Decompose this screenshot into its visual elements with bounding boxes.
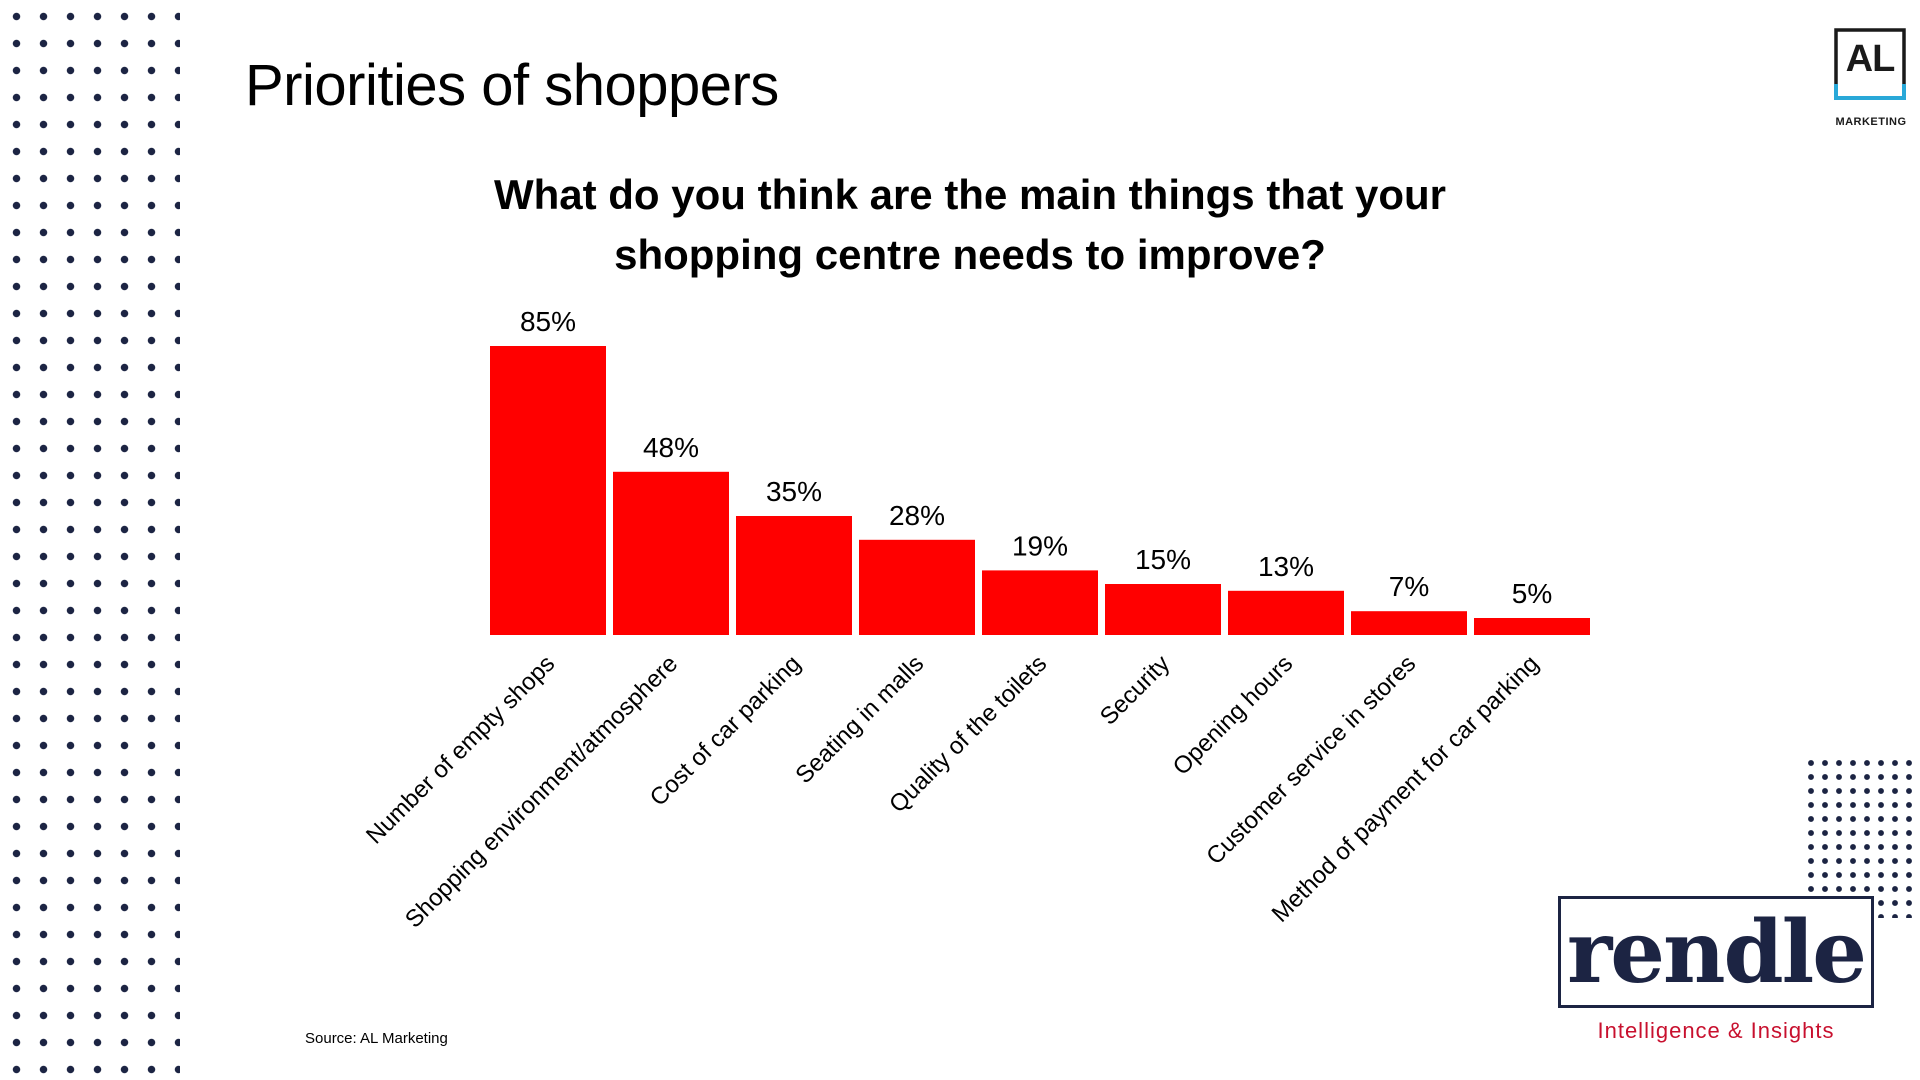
- bar-7: [1351, 611, 1467, 635]
- value-label-1: 48%: [643, 432, 699, 463]
- value-label-3: 28%: [889, 500, 945, 531]
- rendle-logo: rendle: [1558, 896, 1874, 1008]
- value-label-8: 5%: [1512, 578, 1552, 609]
- value-label-4: 19%: [1012, 530, 1068, 561]
- category-label-3: Seating in malls: [790, 650, 929, 789]
- category-label-7: Customer service in stores: [1201, 650, 1421, 870]
- al-marketing-logo: AL MARKETING: [1828, 28, 1914, 128]
- category-label-8: Method of payment for car parking: [1267, 650, 1545, 928]
- left-dot-pattern: [0, 0, 180, 1080]
- source-note: Source: AL Marketing: [305, 1030, 448, 1047]
- al-logo-frame-icon: [1834, 28, 1906, 100]
- bar-6: [1228, 590, 1344, 635]
- bars-group: [490, 346, 1590, 635]
- bar-0: [490, 346, 606, 635]
- bar-3: [859, 539, 975, 635]
- bar-5: [1105, 584, 1221, 635]
- category-label-5: Security: [1095, 650, 1175, 730]
- al-logo-subtitle: MARKETING: [1835, 116, 1907, 128]
- bar-2: [736, 516, 852, 635]
- right-dot-pattern: [1804, 756, 1912, 918]
- value-label-6: 13%: [1258, 551, 1314, 582]
- value-label-0: 85%: [520, 306, 576, 337]
- value-label-7: 7%: [1389, 571, 1429, 602]
- category-label-1: Shopping environment/atmosphere: [400, 650, 683, 933]
- rendle-tagline: Intelligence & Insights: [1597, 1018, 1835, 1043]
- value-labels-group: 85% 48% 35% 28% 19% 15% 13% 7% 5%: [520, 306, 1552, 609]
- bar-4: [982, 570, 1098, 635]
- al-logo-mark: AL: [1845, 38, 1896, 80]
- bar-1: [613, 471, 729, 635]
- chart-title: What do you think are the main things th…: [493, 171, 1447, 278]
- category-label-6: Opening hours: [1168, 650, 1298, 780]
- bar-8: [1474, 618, 1590, 635]
- rendle-wordmark: rendle: [1566, 902, 1867, 1003]
- value-label-2: 35%: [766, 476, 822, 507]
- slide-title: Priorities of shoppers: [245, 53, 779, 118]
- value-label-5: 15%: [1135, 544, 1191, 575]
